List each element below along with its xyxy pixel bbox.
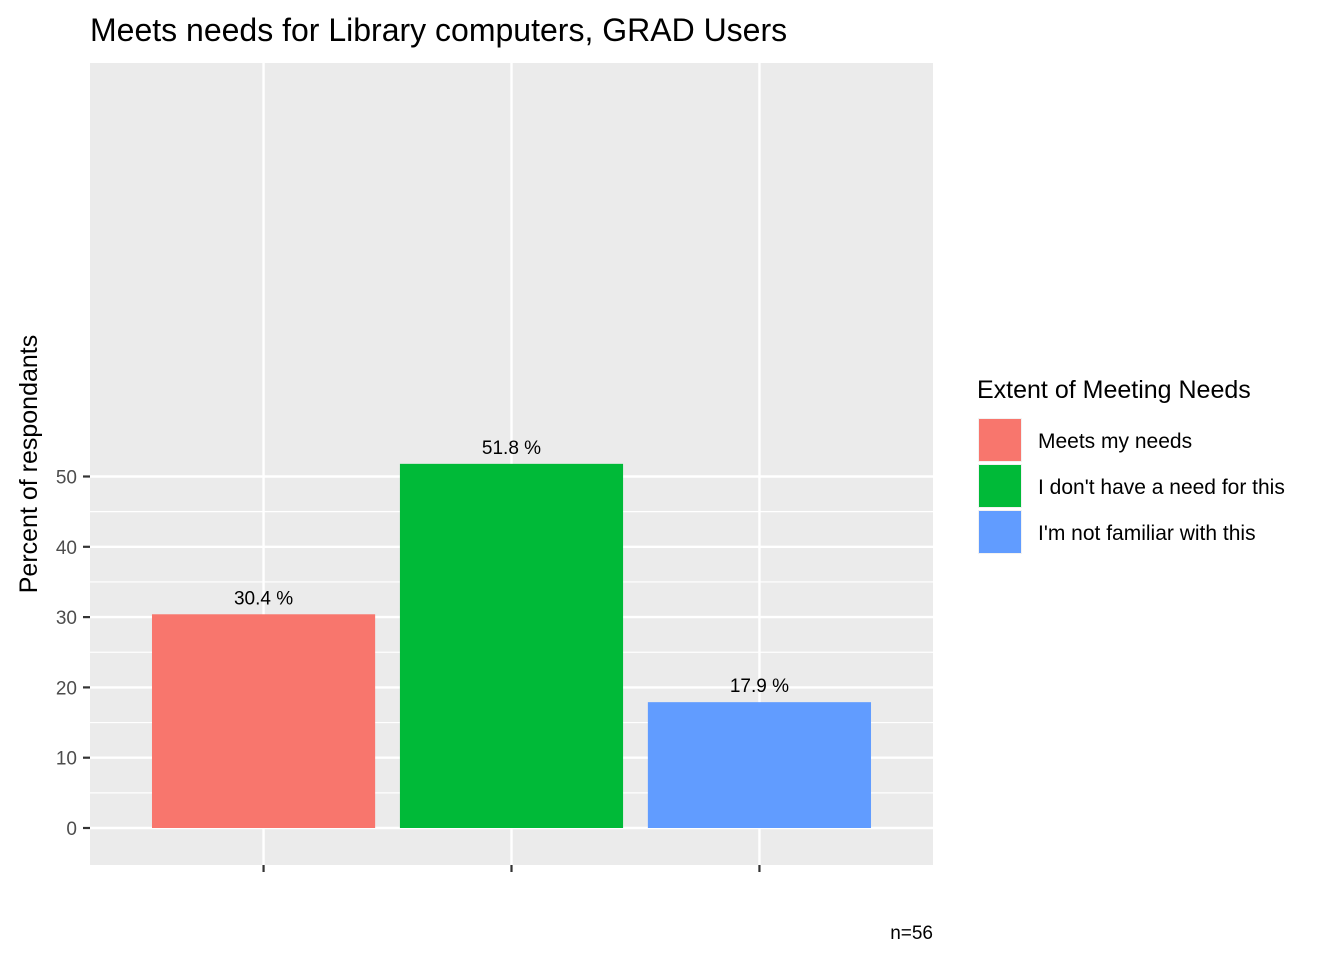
y-tick-label: 30 <box>56 608 77 629</box>
x-axis <box>262 865 761 872</box>
legend-key-swatch <box>979 465 1021 507</box>
bar <box>151 614 376 828</box>
bar-data-label: 51.8 % <box>482 438 541 459</box>
chart-title: Meets needs for Library computers, GRAD … <box>90 12 787 48</box>
legend-entry-label: Meets my needs <box>1038 430 1192 453</box>
bar <box>399 463 624 828</box>
legend-entry-label: I'm not familiar with this <box>1038 522 1256 545</box>
y-axis-title: Percent of respondants <box>15 335 43 594</box>
y-tick-label: 0 <box>66 819 77 840</box>
bar-data-label: 30.4 % <box>234 588 293 609</box>
y-axis: 0 10 20 30 40 50 <box>56 468 90 840</box>
sample-size-caption: n=56 <box>890 923 933 944</box>
y-tick-label: 10 <box>56 749 77 770</box>
y-tick-label: 20 <box>56 678 77 699</box>
bar <box>647 702 872 828</box>
y-tick-label: 40 <box>56 538 77 559</box>
legend: Extent of Meeting Needs Meets my needs I … <box>977 376 1285 554</box>
legend-title: Extent of Meeting Needs <box>977 376 1251 404</box>
y-tick-label: 50 <box>56 468 77 489</box>
bar-data-label: 17.9 % <box>730 676 789 697</box>
legend-key-swatch <box>979 511 1021 553</box>
legend-key-swatch <box>979 419 1021 461</box>
bar-labels: 30.4 % 51.8 % 17.9 % <box>234 438 789 697</box>
legend-entry-label: I don't have a need for this <box>1038 476 1285 499</box>
bars <box>151 463 872 828</box>
